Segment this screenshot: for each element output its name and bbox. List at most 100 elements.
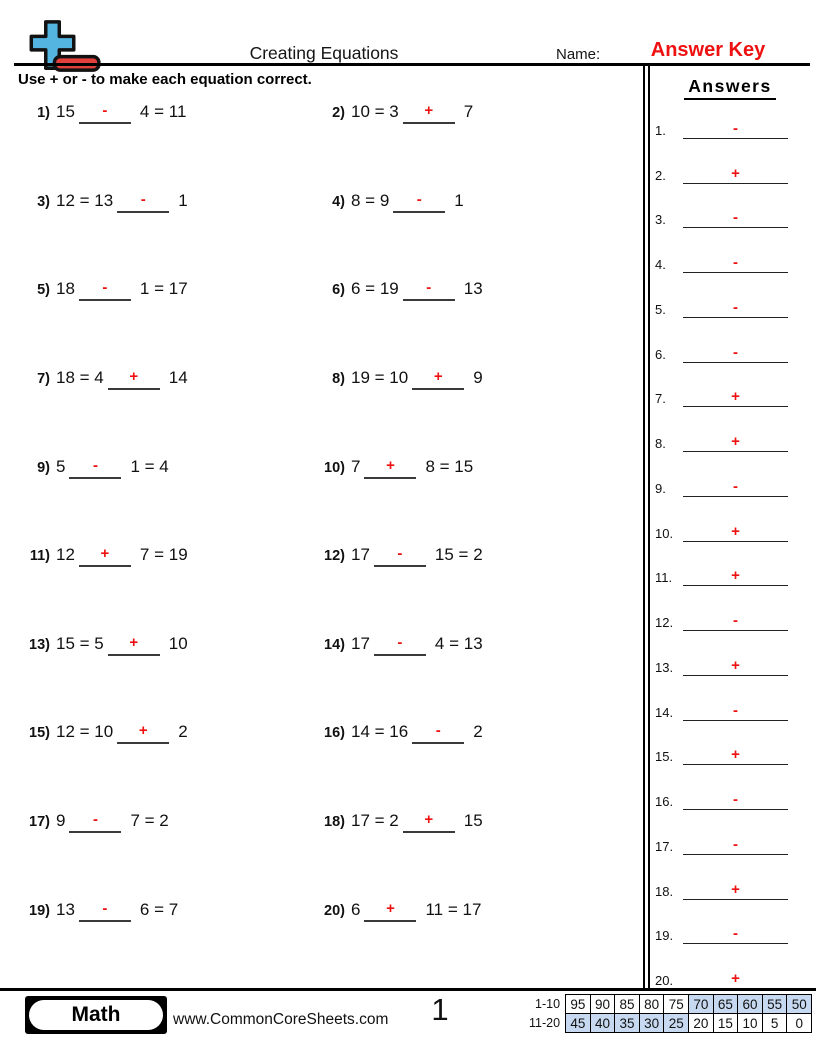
answer-number: 5. <box>655 301 666 317</box>
answer-row-4: 4. - <box>655 231 788 276</box>
problem-number: 6) <box>332 282 345 299</box>
equation-before: 18 = 4 <box>56 367 104 387</box>
equation-after: 11 = 17 <box>425 899 482 919</box>
answer-symbol: + <box>731 970 740 987</box>
problem-number: 9) <box>37 459 50 476</box>
answer-symbol: - <box>426 279 432 297</box>
problem-19: 19) 13 - 6 = 7 <box>18 898 313 987</box>
answer-number: 15. <box>655 749 674 765</box>
answer-row-11: 11. + <box>655 545 788 590</box>
answer-row-8: 8. + <box>655 410 788 455</box>
answer-symbol: - <box>733 612 738 629</box>
equation-after: 4 = 13 <box>434 633 483 653</box>
answer-blank: + <box>402 102 455 124</box>
answer-number: 11. <box>655 570 673 586</box>
problem-16: 16) 14 = 16 - 2 <box>313 720 644 809</box>
equation: 15 = 5 +10 <box>56 634 188 656</box>
grading-cell: 35 <box>614 1013 640 1033</box>
answer-number: 13. <box>655 659 674 675</box>
equation-after: 15 = 2 <box>434 545 483 565</box>
grading-cell: 15 <box>712 1013 739 1033</box>
answer-symbol: - <box>102 279 108 297</box>
answer-symbol: - <box>733 925 738 943</box>
subject-badge: Math <box>25 996 167 1034</box>
equation-before: 19 = 10 <box>351 367 409 387</box>
answer-number: 17. <box>655 838 674 854</box>
answer-row-13: 13. + <box>655 634 788 679</box>
answer-blank: - <box>78 900 131 922</box>
grading-cell: 5 <box>761 1013 788 1033</box>
problem-10: 10) 7 +8 = 15 <box>313 455 644 544</box>
equation-before: 12 <box>56 545 75 565</box>
equation: 13 - 6 = 7 <box>56 900 178 922</box>
answers-header: Answers <box>652 76 808 100</box>
equation-after: 7 <box>463 102 474 121</box>
problem-20: 20) 6 +11 = 17 <box>313 898 644 987</box>
answer-blank: - <box>69 457 122 479</box>
equation: 6 +11 = 17 <box>351 900 481 922</box>
equation-after: 15 <box>463 811 483 831</box>
answer-number: 7. <box>655 391 666 407</box>
answer-line: - <box>683 299 788 318</box>
answer-symbol: - <box>733 254 738 271</box>
answer-blank: - <box>412 722 465 745</box>
answer-line: - <box>683 344 788 363</box>
grading-cell: 50 <box>786 994 812 1014</box>
problem-number: 8) <box>332 370 345 387</box>
equation-before: 6 = 19 <box>351 279 399 299</box>
answer-symbol: + <box>129 633 139 651</box>
answer-blank: - <box>393 190 446 213</box>
answer-symbol: + <box>100 545 110 563</box>
answers-divider <box>643 65 650 989</box>
answer-line: + <box>683 970 788 989</box>
grading-cell: 30 <box>638 1013 665 1033</box>
problem-number: 11) <box>29 548 50 565</box>
answer-number: 9. <box>655 480 666 496</box>
page-title: Creating Equations <box>249 43 399 63</box>
grading-cell: 25 <box>663 1013 690 1033</box>
equation: 5 - 1 = 4 <box>56 457 169 479</box>
answer-line: - <box>683 478 788 497</box>
answer-blank: - <box>69 811 122 834</box>
equation: 19 = 10 +9 <box>351 368 483 390</box>
answer-line: + <box>683 567 788 587</box>
name-label: Name: <box>556 46 601 63</box>
equation-after: 2 <box>178 722 188 742</box>
answer-symbol: - <box>733 209 738 227</box>
answer-symbol: + <box>386 456 395 474</box>
website-link[interactable]: www.CommonCoreSheets.com <box>173 1011 389 1028</box>
answer-line: + <box>683 165 788 184</box>
problem-number: 19) <box>29 902 50 919</box>
answer-blank: - <box>78 102 131 124</box>
equation-before: 15 <box>56 102 75 121</box>
problem-5: 5) 18 - 1 = 17 <box>18 277 313 366</box>
answer-number: 16. <box>655 794 674 809</box>
answer-line: + <box>683 657 788 676</box>
answer-symbol: - <box>733 791 738 808</box>
equation-after: 9 <box>473 367 483 387</box>
answer-blank: - <box>373 545 426 568</box>
equation-after: 8 = 15 <box>425 456 474 476</box>
grading-cell: 70 <box>688 994 714 1014</box>
answer-row-17: 17. - <box>655 813 788 858</box>
answer-line: + <box>683 523 788 542</box>
grading-cell: 60 <box>737 994 763 1014</box>
grading-cell: 80 <box>638 994 665 1014</box>
answer-row-12: 12. - <box>655 589 788 634</box>
answer-symbol: - <box>416 190 422 208</box>
equation-before: 18 <box>56 279 75 299</box>
answer-blank: + <box>364 456 417 479</box>
answer-number: 19. <box>655 928 674 944</box>
answer-line: + <box>683 388 788 408</box>
equation: 17 = 2 +15 <box>351 811 483 834</box>
problem-11: 11) 12 +7 = 19 <box>18 543 313 632</box>
answer-row-10: 10. + <box>655 500 788 545</box>
answer-number: 20. <box>655 973 674 988</box>
equation-after: 1 = 17 <box>139 279 188 299</box>
problem-number: 17) <box>29 814 50 831</box>
answer-symbol: - <box>733 343 738 361</box>
equation: 6 = 19 - 13 <box>351 279 483 302</box>
problem-8: 8) 19 = 10 +9 <box>313 366 644 455</box>
answer-blank: + <box>412 368 465 390</box>
